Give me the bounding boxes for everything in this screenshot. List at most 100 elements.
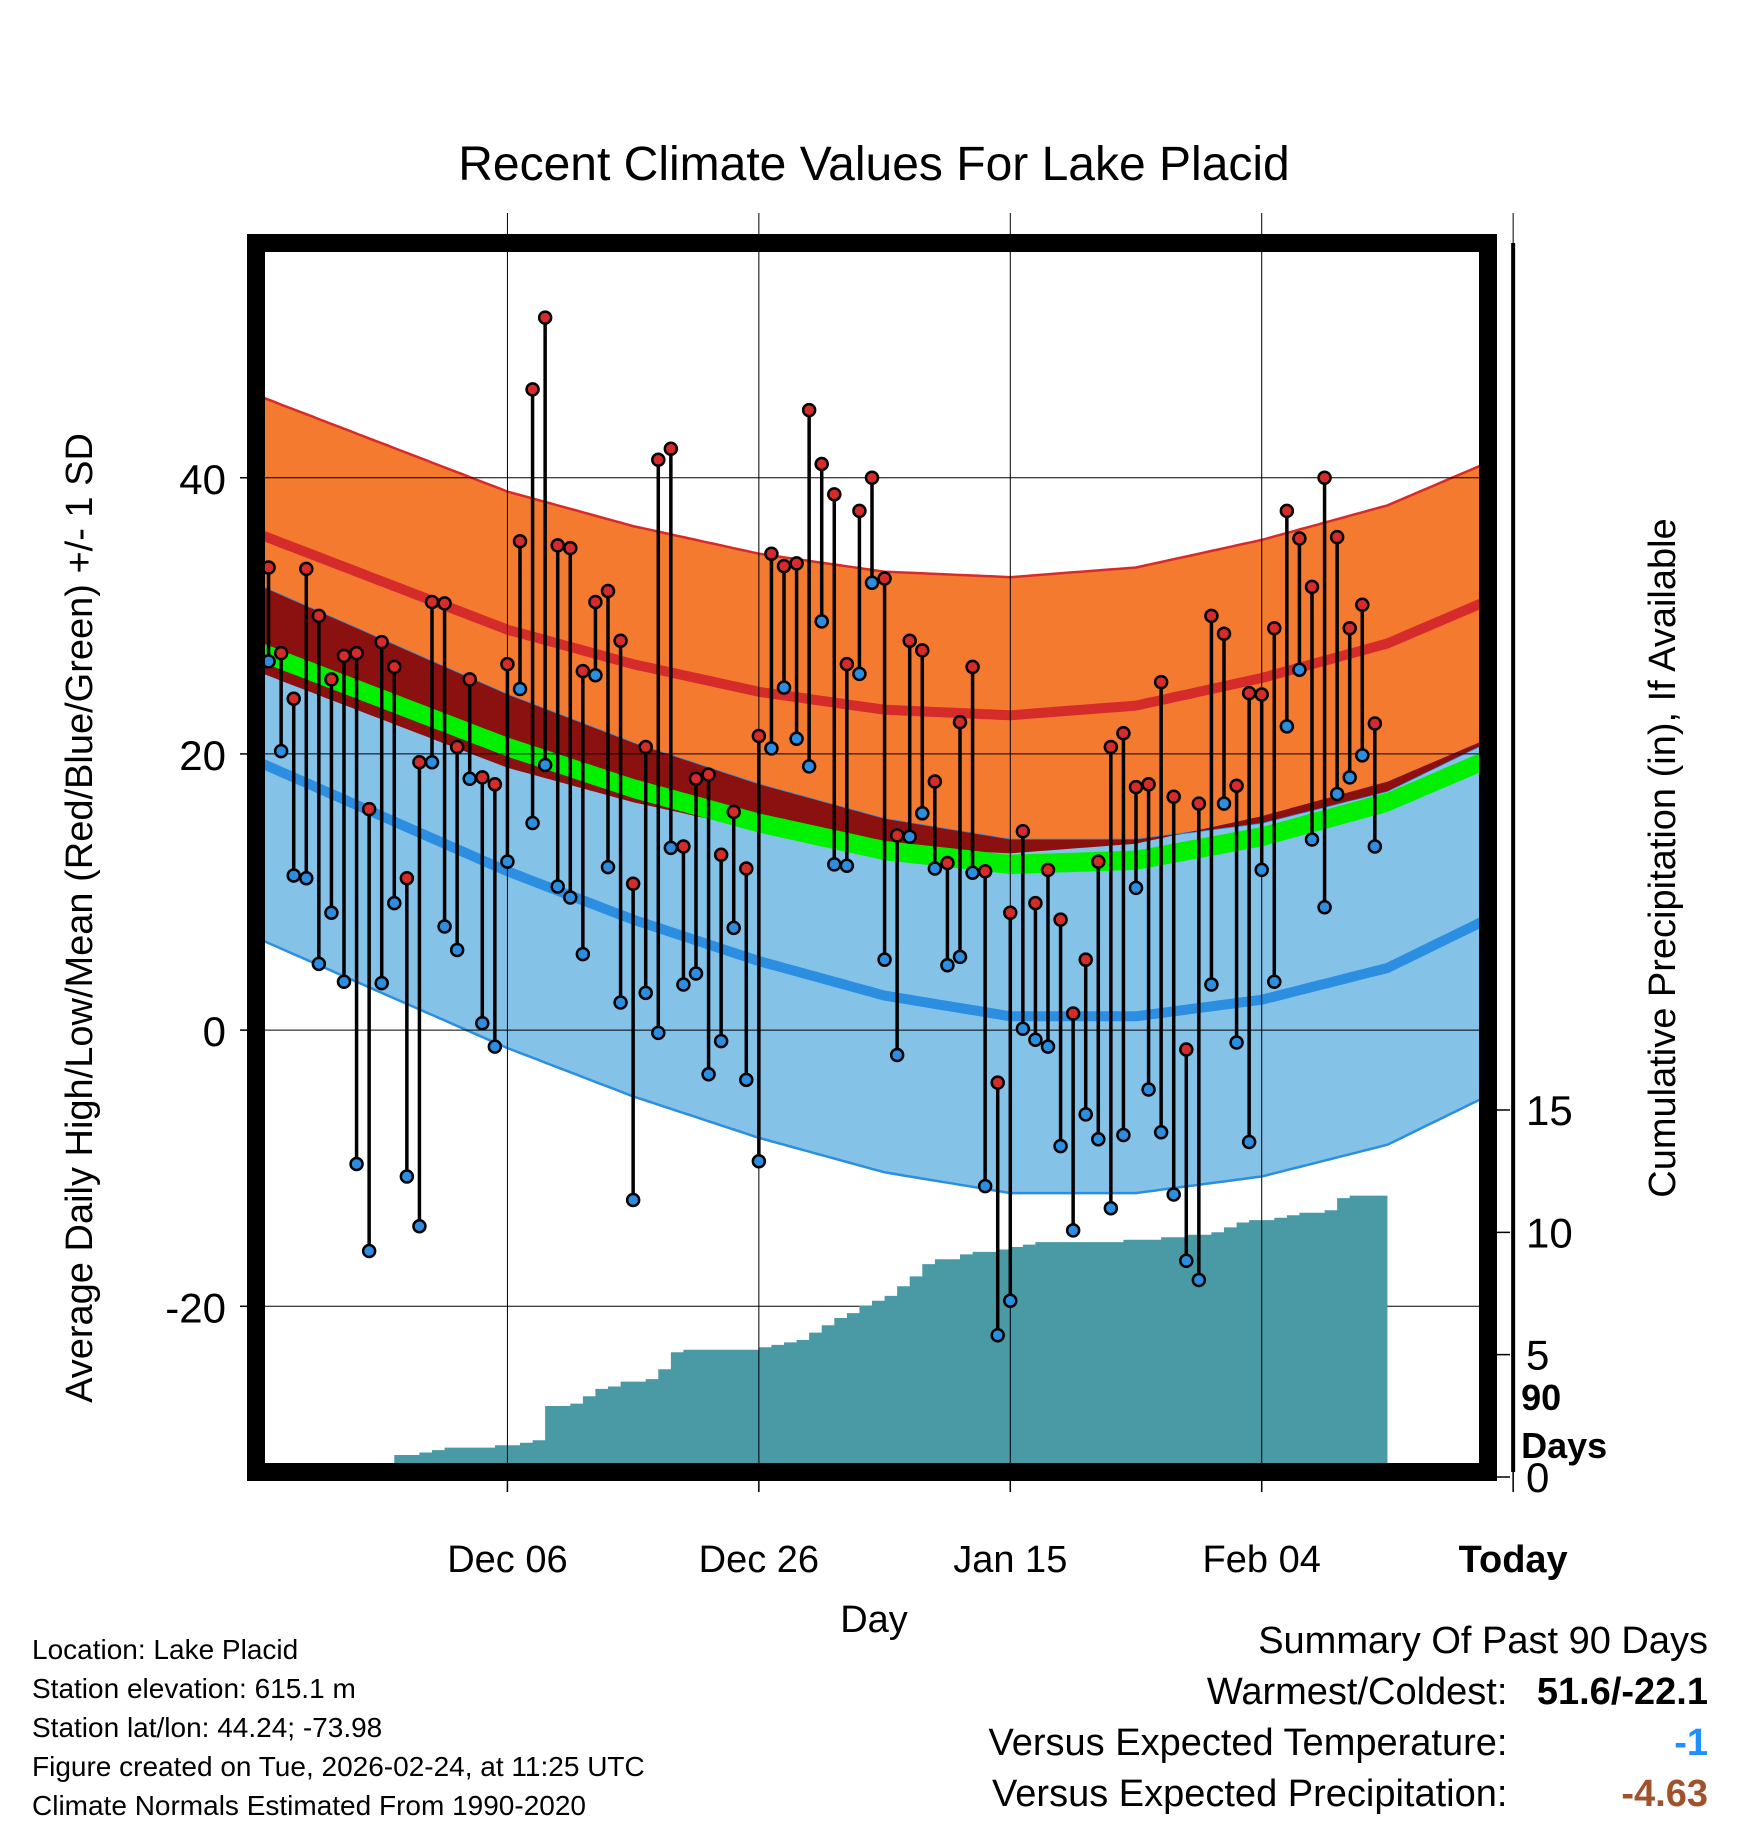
window-label: Days [1521, 1425, 1607, 1466]
low-point [1128, 880, 1144, 896]
low-point [1065, 1223, 1081, 1238]
low-point [852, 666, 867, 682]
precip-tick-label: 0 [1526, 1454, 1549, 1501]
low-point [512, 681, 528, 697]
low-point [324, 905, 339, 920]
low-point [1254, 862, 1269, 878]
y-tick-label: 0 [203, 1008, 226, 1055]
temp-value: -1 [1674, 1722, 1708, 1764]
low-point [1003, 1293, 1018, 1309]
low-point [1204, 977, 1219, 992]
low-point [588, 667, 603, 683]
high-point [437, 596, 452, 611]
warmest-coldest-value: 51.6/-22.1 [1536, 1671, 1708, 1713]
high-point [1003, 905, 1018, 920]
high-point [424, 594, 440, 610]
low-point [1053, 1138, 1068, 1154]
high-point [324, 672, 339, 687]
high-point [1103, 739, 1119, 755]
high-point [563, 540, 578, 556]
summary-title: Summary Of Past 90 Days [1258, 1620, 1708, 1662]
low-point [789, 731, 804, 746]
x-tick-label: Dec 26 [699, 1539, 819, 1581]
temp-label: Versus Expected Temperature: [988, 1722, 1508, 1764]
elevation-text: Station elevation: 615.1 m [32, 1673, 356, 1704]
high-point [1191, 796, 1207, 811]
low-point [1367, 839, 1383, 854]
x-tick-label: Jan 15 [953, 1539, 1067, 1581]
high-point [638, 739, 653, 755]
high-point [977, 864, 993, 879]
low-point [1166, 1187, 1181, 1202]
high-point [537, 310, 553, 325]
low-point [651, 1025, 666, 1041]
low-point [1116, 1127, 1131, 1143]
high-point [776, 558, 792, 574]
high-point [877, 571, 892, 586]
high-point [1053, 912, 1068, 927]
high-point [1304, 579, 1320, 595]
x-tick-label: Today [1459, 1539, 1568, 1581]
low-point [273, 743, 289, 759]
low-point [1355, 748, 1370, 763]
low-point [676, 977, 691, 992]
high-point [852, 503, 867, 519]
low-point [1267, 974, 1282, 990]
low-point [1153, 1125, 1169, 1140]
high-point [1254, 687, 1269, 702]
high-point [688, 771, 704, 787]
high-point [1216, 626, 1232, 642]
high-point [487, 777, 503, 792]
y-tick-label: 20 [179, 732, 226, 779]
low-point [412, 1218, 427, 1234]
precip-value: -4.63 [1621, 1773, 1708, 1815]
low-point [311, 956, 327, 972]
overlap-band [256, 584, 1488, 854]
low-point [1103, 1200, 1119, 1216]
summary-precip: Versus Expected Precipitation: -4.63 [989, 1769, 1708, 1820]
low-point [399, 1169, 415, 1184]
low-point [349, 1156, 364, 1172]
low-point [864, 575, 880, 590]
high-point [500, 656, 515, 672]
high-point [588, 594, 603, 610]
high-point [1329, 529, 1345, 545]
low-point [1342, 770, 1357, 785]
high-point [915, 643, 930, 658]
high-point [651, 452, 666, 468]
high-point [475, 770, 490, 785]
high-point [1241, 685, 1257, 701]
high-point [1116, 725, 1131, 741]
y-tick-label: -20 [165, 1284, 226, 1331]
high-point [1279, 503, 1295, 519]
high-point [839, 656, 855, 672]
low-point [286, 868, 301, 883]
location-text: Location: Lake Placid [32, 1634, 299, 1665]
high-point [1317, 470, 1332, 486]
high-point [940, 855, 955, 871]
low-normal-line [256, 756, 1488, 1022]
low-point [437, 919, 452, 934]
low-point [915, 806, 930, 821]
high-point [525, 382, 540, 397]
low-point [1091, 1131, 1106, 1147]
high-point [814, 456, 829, 472]
low-point [1078, 1107, 1093, 1122]
low-point [1292, 662, 1307, 677]
high-point [286, 691, 301, 706]
chart-title: Recent Climate Values For Lake Placid [458, 138, 1290, 191]
low-point [537, 757, 553, 773]
low-point [827, 857, 842, 872]
low-point [613, 995, 628, 1010]
x-axis-label: Day [840, 1599, 908, 1641]
high-point [1229, 778, 1244, 793]
low-point [449, 942, 465, 958]
high-point [1040, 862, 1056, 878]
high-point [965, 659, 980, 675]
normals-text: Climate Normals Estimated From 1990-2020 [32, 1790, 586, 1821]
high-point [864, 470, 880, 486]
precip-label: Versus Expected Precipitation: [992, 1773, 1508, 1815]
low-point [764, 741, 779, 756]
high-point [990, 1075, 1005, 1090]
low-point [776, 680, 792, 695]
